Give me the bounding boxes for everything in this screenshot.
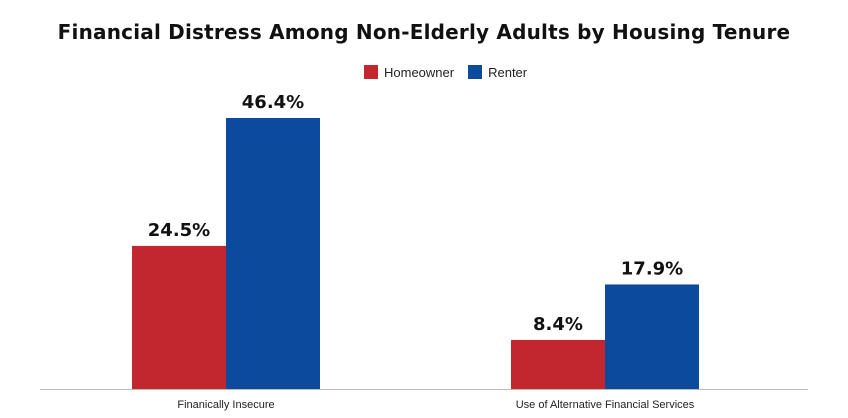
bar-homeowner-1: [511, 339, 605, 389]
data-label-renter-1: 17.9%: [621, 258, 683, 279]
category-label-1: Use of Alternative Financial Services: [516, 399, 695, 411]
data-label-homeowner-0: 24.5%: [148, 220, 210, 241]
chart-title: Financial Distress Among Non-Elderly Adu…: [57, 20, 791, 44]
data-label-homeowner-1: 8.4%: [533, 314, 583, 335]
bar-homeowner-0: [132, 245, 226, 389]
legend-swatch-homeowner: [364, 65, 378, 79]
data-label-renter-0: 46.4%: [242, 92, 304, 113]
bar-renter-1: [605, 284, 699, 389]
legend-item-homeowner: Homeowner: [364, 65, 454, 80]
category-label-0: Finanically Insecure: [177, 399, 274, 411]
legend-label-renter: Renter: [488, 64, 528, 80]
bar-renter-0: [226, 118, 320, 389]
legend: Homeowner Renter: [364, 62, 527, 82]
legend-label-homeowner: Homeowner: [384, 64, 455, 80]
legend-swatch-renter: [468, 65, 483, 79]
legend-item-renter: Renter: [468, 65, 527, 80]
